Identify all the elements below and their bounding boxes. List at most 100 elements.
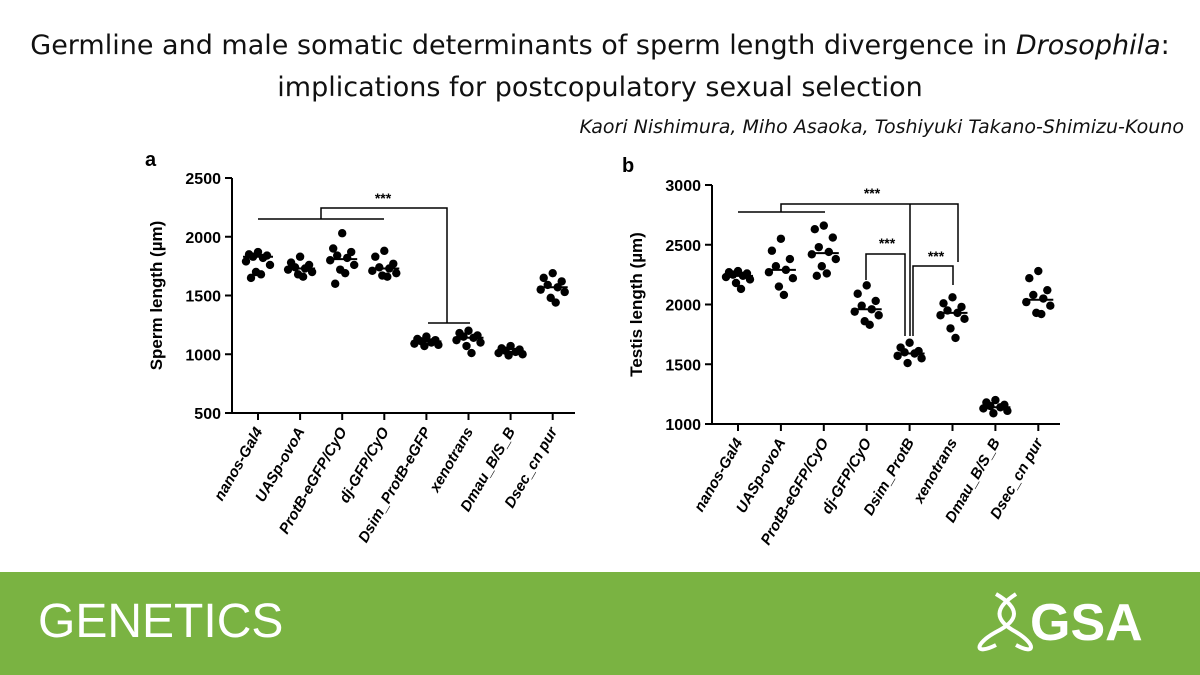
data-point <box>853 289 862 298</box>
y-tick-label: 500 <box>194 406 221 423</box>
data-point <box>1034 266 1043 276</box>
data-point <box>326 256 335 265</box>
data-point <box>1037 309 1046 319</box>
data-point <box>241 257 251 266</box>
data-point <box>785 254 795 264</box>
data-point <box>979 404 988 413</box>
data-point <box>788 274 798 283</box>
y-tick-label: 1000 <box>665 417 701 434</box>
y-axis-label: Testis length (µm) <box>627 232 646 377</box>
data-point <box>392 268 401 278</box>
title-line-1: Germline and male somatic determinants o… <box>0 30 1200 61</box>
significance-bracket <box>865 253 906 336</box>
data-point <box>343 253 352 263</box>
data-point <box>814 242 823 252</box>
data-point <box>504 351 513 360</box>
data-point <box>865 320 874 330</box>
data-point <box>779 290 789 300</box>
data-point <box>1003 406 1012 416</box>
y-tick-label: 3000 <box>665 178 701 195</box>
authors: Kaori Nishimura, Miho Asaoka, Toshiyuki … <box>579 116 1184 138</box>
data-point <box>917 354 926 363</box>
data-point <box>548 268 557 278</box>
significance-label: *** <box>879 235 896 251</box>
data-point <box>380 246 389 256</box>
significance-label: *** <box>864 185 881 201</box>
data-point <box>960 314 969 324</box>
data-point <box>946 324 955 333</box>
data-point <box>991 395 1000 405</box>
y-tick-label: 1000 <box>185 347 221 364</box>
data-point <box>246 273 256 283</box>
data-point <box>731 278 741 288</box>
data-point <box>539 273 548 283</box>
y-axis-label: Sperm length (µm) <box>147 221 166 371</box>
y-tick-label: 1500 <box>185 289 221 306</box>
footer-band <box>0 572 1200 675</box>
data-point <box>957 302 966 312</box>
data-point <box>951 333 960 343</box>
data-point <box>464 326 473 335</box>
data-point <box>828 233 837 242</box>
data-point <box>874 311 883 320</box>
journal-name: GENETICS <box>38 595 283 648</box>
title-text: Germline and male somatic determinants o… <box>30 30 1016 61</box>
data-point <box>774 282 784 291</box>
data-point <box>810 225 819 234</box>
data-point <box>721 272 731 282</box>
data-point <box>776 234 786 243</box>
significance-bracket <box>780 203 959 262</box>
panel-letter: b <box>622 155 634 177</box>
data-point <box>817 262 826 271</box>
data-point <box>862 281 871 290</box>
data-point <box>307 267 317 277</box>
data-point <box>905 338 914 347</box>
data-point <box>767 246 777 255</box>
y-tick-label: 2500 <box>185 171 221 188</box>
data-point <box>557 277 566 286</box>
data-point <box>989 409 998 418</box>
data-point <box>736 284 746 294</box>
y-tick-label: 2000 <box>185 230 221 247</box>
data-point <box>331 279 340 288</box>
data-point <box>939 299 948 308</box>
title-italic: Drosophila <box>1015 30 1161 61</box>
data-point <box>295 252 305 261</box>
data-point <box>476 338 485 347</box>
data-point <box>467 348 476 358</box>
significance-bracket <box>320 207 448 323</box>
data-point <box>812 271 821 281</box>
data-point <box>807 250 816 259</box>
society-name: GSA <box>1030 594 1143 652</box>
significance-bracket <box>912 265 954 336</box>
data-point <box>256 270 266 279</box>
data-point <box>948 293 957 302</box>
data-point <box>338 229 347 238</box>
data-point <box>434 340 443 350</box>
data-point <box>462 341 471 351</box>
title-line-2: implications for postcopulatory sexual s… <box>277 72 923 103</box>
data-point <box>819 221 828 230</box>
data-point <box>371 252 380 261</box>
data-point <box>1039 294 1048 303</box>
data-point <box>383 272 392 281</box>
data-point <box>1025 274 1034 283</box>
data-point <box>871 296 880 306</box>
data-point <box>745 275 755 284</box>
significance-label: *** <box>928 248 945 264</box>
data-point <box>903 358 912 368</box>
y-tick-label: 2000 <box>665 298 701 315</box>
data-point <box>822 269 831 278</box>
data-point <box>350 260 359 270</box>
data-point <box>831 254 840 264</box>
data-point <box>857 301 866 310</box>
data-point <box>265 260 275 270</box>
data-point <box>329 244 338 253</box>
title-text: : <box>1160 30 1170 61</box>
data-point <box>560 287 569 297</box>
data-point <box>771 262 781 271</box>
